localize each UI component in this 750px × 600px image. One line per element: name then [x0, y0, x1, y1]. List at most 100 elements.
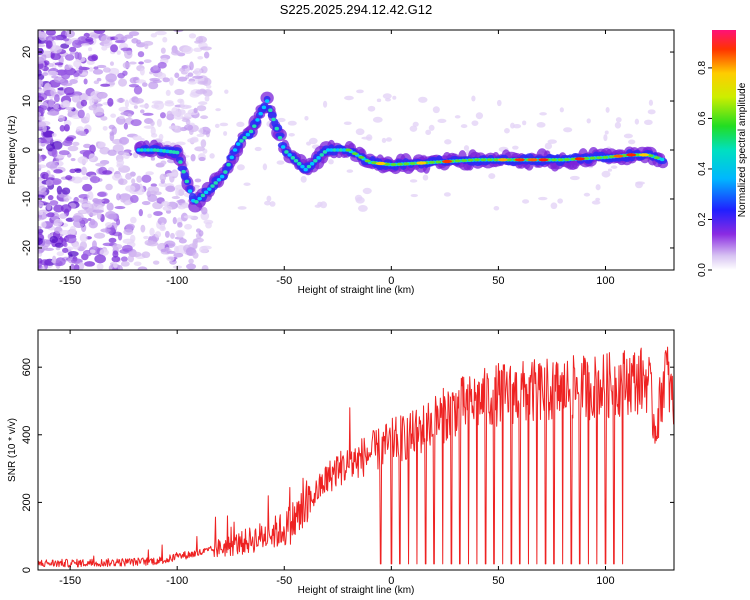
- noise-blob: [69, 225, 76, 235]
- faint-blob: [623, 133, 633, 139]
- noise-blob: [54, 62, 64, 66]
- noise-blob: [128, 83, 140, 88]
- noise-blob: [38, 62, 44, 70]
- noise-blob: [38, 31, 48, 41]
- faint-blob: [215, 108, 221, 112]
- noise-blob: [63, 242, 68, 248]
- noise-blob: [81, 176, 89, 181]
- noise-blob: [197, 80, 208, 85]
- trace-green: [634, 153, 641, 157]
- noise-blob: [190, 136, 199, 143]
- noise-blob: [69, 168, 77, 174]
- trace-core: [216, 177, 222, 182]
- noise-blob: [177, 98, 183, 104]
- noise-blob: [77, 109, 85, 119]
- noise-blob: [38, 185, 47, 192]
- snr-axes: -150 -100 -50 0 50 100 0 200 400 600: [21, 330, 674, 587]
- noise-blob: [175, 188, 180, 197]
- noise-blob: [40, 139, 48, 144]
- faint-blob: [607, 168, 613, 172]
- noise-blob: [153, 211, 163, 217]
- noise-blob: [199, 245, 209, 254]
- trace-core: [255, 118, 260, 122]
- faint-blob: [444, 139, 452, 145]
- noise-blob: [55, 257, 66, 266]
- faint-blob: [648, 99, 654, 106]
- spectrogram-xtick-label: 0: [388, 275, 394, 287]
- noise-blob: [112, 267, 119, 270]
- spectrogram-ytick-label: 0: [21, 147, 33, 153]
- snr-ytick-label: 200: [21, 493, 33, 511]
- noise-blob: [195, 228, 201, 233]
- noise-blob: [150, 156, 156, 161]
- noise-blob: [181, 65, 188, 69]
- noise-blob: [84, 261, 96, 267]
- noise-blob: [38, 194, 45, 198]
- noise-blob: [193, 107, 198, 114]
- noise-blob: [112, 250, 119, 258]
- trace-core: [300, 164, 305, 169]
- noise-blob: [48, 98, 55, 108]
- noise-blob: [38, 237, 43, 246]
- noise-blob: [89, 98, 95, 106]
- faint-blob: [161, 201, 170, 207]
- trace-core: [309, 161, 315, 166]
- trace-core: [342, 148, 347, 152]
- noise-blob: [177, 221, 183, 228]
- noise-blob: [108, 237, 117, 243]
- trace-mid: [177, 165, 188, 172]
- noise-blob: [65, 136, 74, 142]
- faint-blob: [346, 169, 354, 173]
- faint-blob: [392, 95, 397, 100]
- noise-blob: [93, 80, 100, 85]
- noise-blob: [130, 251, 142, 258]
- noise-blob: [83, 143, 92, 149]
- faint-blob: [454, 115, 461, 119]
- noise-blob: [105, 73, 117, 83]
- noise-blob: [189, 61, 194, 71]
- noise-blob: [130, 119, 142, 127]
- noise-blob: [53, 204, 64, 213]
- spectrogram-ytick-label: 20: [21, 46, 33, 58]
- noise-blob: [82, 183, 93, 192]
- noise-blob: [70, 157, 76, 162]
- noise-blob: [80, 99, 88, 107]
- snr-ytick-label: 600: [21, 358, 33, 376]
- noise-blob: [47, 62, 54, 67]
- faint-blob: [644, 119, 653, 125]
- faint-blob: [309, 137, 318, 145]
- noise-blob: [196, 105, 207, 112]
- noise-blob: [93, 66, 99, 70]
- noise-blob: [116, 218, 121, 226]
- noise-blob: [171, 107, 179, 115]
- faint-blob: [628, 139, 636, 145]
- noise-blob: [56, 185, 63, 195]
- faint-blob: [522, 199, 530, 204]
- trace-green: [570, 157, 577, 161]
- noise-blob: [118, 115, 125, 119]
- trace-core: [290, 156, 296, 160]
- noise-blob: [38, 231, 43, 236]
- noise-blob: [47, 110, 60, 116]
- faint-blob: [522, 120, 527, 126]
- noise-blob: [111, 126, 117, 135]
- spectrogram-xlabel: Height of straight line (km): [298, 285, 415, 296]
- noise-blob: [67, 251, 79, 257]
- faint-blob: [595, 197, 601, 202]
- noise-blob: [136, 175, 143, 183]
- trace-green: [473, 158, 480, 162]
- noise-blob: [99, 248, 109, 256]
- noise-blob: [96, 64, 107, 69]
- trace-green: [461, 159, 468, 162]
- noise-blob: [40, 171, 49, 179]
- trace-green: [396, 162, 403, 166]
- trace-green: [403, 162, 410, 166]
- noise-blob: [154, 231, 162, 238]
- colorbar-tick-label: 0.8: [697, 61, 708, 75]
- noise-blob: [38, 121, 47, 128]
- noise-blob: [173, 114, 184, 120]
- trace-core: [203, 190, 209, 195]
- noise-blob: [111, 255, 121, 263]
- noise-blob: [129, 234, 136, 243]
